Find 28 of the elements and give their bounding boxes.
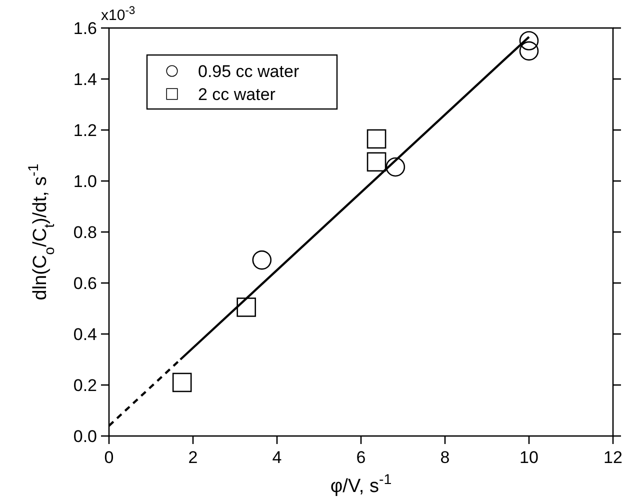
x-tick-label: 8 — [440, 448, 450, 467]
y-tick-label: 0.8 — [73, 223, 97, 242]
y-tick-label: 1.6 — [73, 19, 97, 38]
x-tick-label: 6 — [356, 448, 366, 467]
x-axis-title: φ/V, s$^{-1}$ — [330, 472, 392, 497]
x-tick-label: 0 — [104, 448, 114, 467]
y-tick-label: 0.6 — [73, 274, 97, 293]
x-tick-label: 12 — [604, 448, 622, 467]
point — [366, 152, 386, 172]
point — [252, 250, 272, 270]
legend-label: 0.95 cc water — [198, 62, 300, 81]
point — [519, 41, 539, 61]
point — [519, 31, 539, 50]
point — [366, 129, 386, 149]
point — [172, 372, 192, 392]
y-tick-label: 1.4 — [73, 70, 97, 89]
point — [386, 157, 406, 177]
text: x10$^{-3}$ — [101, 5, 136, 24]
x-tick-label: 2 — [188, 448, 198, 467]
point — [236, 298, 256, 317]
y-tick-label: 0.2 — [73, 376, 97, 395]
x-tick-label: 4 — [272, 448, 282, 467]
y-tick-label: 0.0 — [73, 427, 97, 446]
legend-label: 2 cc water — [198, 85, 276, 104]
y-tick-label: 1.0 — [73, 172, 97, 191]
x-tick-label: 10 — [520, 448, 538, 467]
y-tick-label: 1.2 — [73, 121, 97, 140]
y-tick-label: 0.4 — [73, 325, 97, 344]
